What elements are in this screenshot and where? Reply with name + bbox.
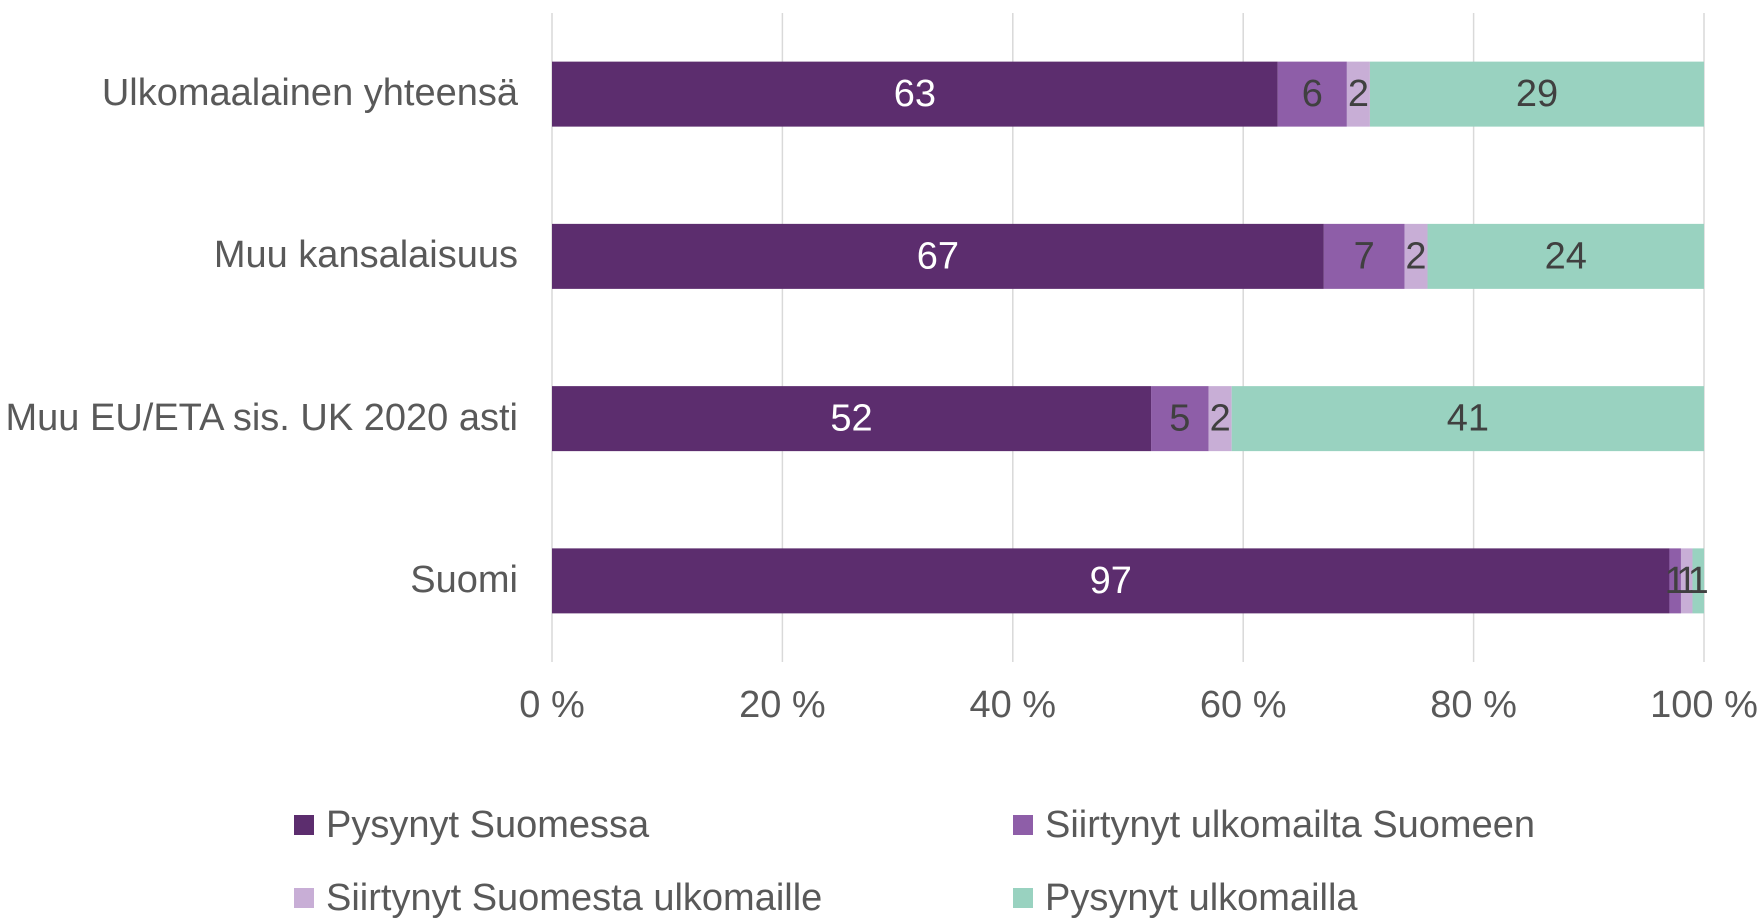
bar-segment: [1669, 548, 1681, 614]
legend-label: Siirtynyt ulkomailta Suomeen: [1045, 804, 1535, 846]
data-label: 2: [1405, 235, 1426, 277]
data-label: 1: [1665, 560, 1686, 602]
bar-segment: [552, 386, 1152, 452]
data-label: 1: [1676, 560, 1697, 602]
bar-segment: [1427, 223, 1704, 289]
legend-swatch: [1013, 815, 1033, 835]
category-label: Ulkomaalainen yhteensä: [0, 71, 518, 117]
data-label: 2: [1210, 398, 1231, 440]
legend-label: Pysynyt Suomessa: [326, 804, 650, 846]
data-label: 24: [1545, 235, 1587, 277]
category-text: Muu EU/ETA sis. UK 2020 asti: [5, 396, 519, 439]
bar-segment: [1323, 223, 1405, 289]
category-text: Suomi: [410, 559, 518, 602]
data-label: 63: [894, 73, 936, 115]
bar-segment: [1346, 61, 1370, 127]
legend-swatch: [294, 888, 314, 908]
bar-segment: [1680, 548, 1693, 614]
bar-segment: [1404, 223, 1428, 289]
data-label: 5: [1169, 398, 1190, 440]
category-text: Ulkomaalainen yhteensä: [101, 72, 518, 115]
x-tick-label: 60 %: [1200, 684, 1287, 726]
data-label: 7: [1354, 235, 1375, 277]
legend-label: Pysynyt ulkomailla: [1045, 877, 1358, 919]
bar-segment: [1277, 61, 1347, 127]
data-label: 41: [1447, 398, 1489, 440]
bar-segment: [1369, 61, 1704, 127]
data-label: 67: [917, 235, 959, 277]
data-label: 52: [830, 398, 872, 440]
legend-swatch: [1013, 888, 1033, 908]
legend-swatch: [294, 815, 314, 835]
data-label: 97: [1090, 560, 1132, 602]
category-label: Suomi: [0, 558, 518, 604]
data-label: 29: [1516, 73, 1558, 115]
legend-label: Siirtynyt Suomesta ulkomaille: [326, 877, 822, 919]
bar-segment: [552, 223, 1324, 289]
bar-segment: [552, 548, 1670, 614]
data-label: 1: [1688, 560, 1709, 602]
bar-segment: [1151, 386, 1209, 452]
data-label: 2: [1348, 73, 1369, 115]
category-label: Muu kansalaisuus: [0, 234, 518, 280]
bar-segment: [1208, 386, 1232, 452]
x-tick-label: 100 %: [1650, 684, 1758, 726]
category-text: Muu kansalaisuus: [213, 234, 518, 277]
x-tick-label: 0 %: [519, 684, 584, 726]
x-tick-label: 80 %: [1430, 684, 1517, 726]
bar-segment: [1692, 548, 1704, 614]
data-label: 6: [1302, 73, 1323, 115]
bar-segment: [1231, 386, 1704, 452]
category-label: Muu EU/ETA sis. UK 2020 asti: [0, 396, 519, 442]
x-tick-label: 40 %: [969, 684, 1056, 726]
x-tick-label: 20 %: [739, 684, 826, 726]
bar-segment: [552, 61, 1278, 127]
